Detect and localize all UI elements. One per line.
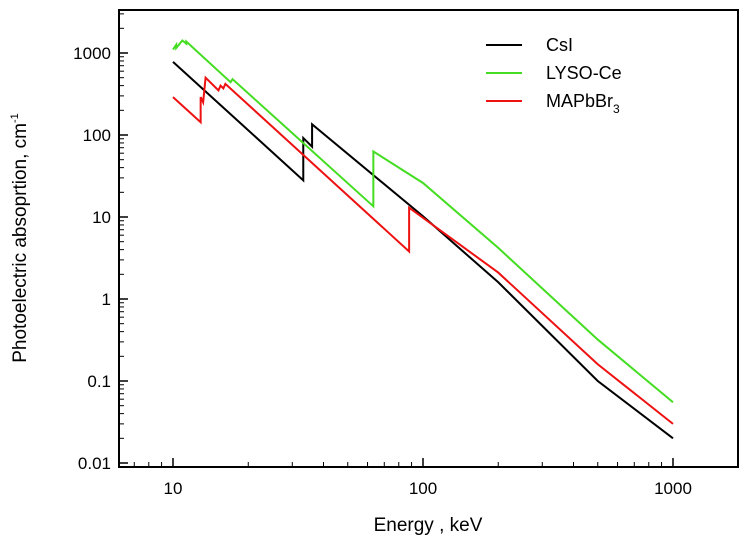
legend-label-lyso-ce: LYSO-Ce: [546, 63, 622, 83]
series-line-csi: [172, 61, 674, 440]
plot-frame: [118, 9, 739, 468]
series-line-mapbbr3: [172, 75, 674, 425]
y-tick-label: 0.1: [87, 372, 111, 391]
y-tick-label: 0.01: [78, 454, 111, 473]
legend-label-csi: CsI: [546, 35, 573, 55]
y-tick-label: 10: [92, 208, 111, 227]
y-axis-title-main: Photoelectric absoprtion, cm: [10, 123, 31, 363]
legend-label-mapbbr3-main: MAPbBr: [546, 91, 613, 111]
legend-label-mapbbr3: MAPbBr3: [546, 91, 620, 116]
x-tick-label: 1000: [654, 479, 692, 498]
x-tick-label: 100: [409, 479, 437, 498]
x-tick-label: 10: [164, 479, 183, 498]
y-tick-label: 1000: [73, 44, 111, 63]
axis-ticks: 10 100 1000 0.01 0.1 1 10 100 1000: [73, 13, 692, 498]
y-axis-title-sup: -1: [9, 113, 21, 123]
y-axis-title: Photoelectric absoprtion, cm-1: [9, 113, 31, 363]
y-tick-label: 1: [102, 290, 111, 309]
series-line-lyso-ce: [172, 39, 674, 404]
series-lines: [172, 39, 674, 440]
y-tick-label: 100: [83, 126, 111, 145]
legend: CsI LYSO-Ce MAPbBr3: [486, 35, 622, 116]
legend-label-mapbbr3-sub: 3: [613, 102, 620, 116]
x-axis-title: Energy , keV: [374, 515, 483, 536]
